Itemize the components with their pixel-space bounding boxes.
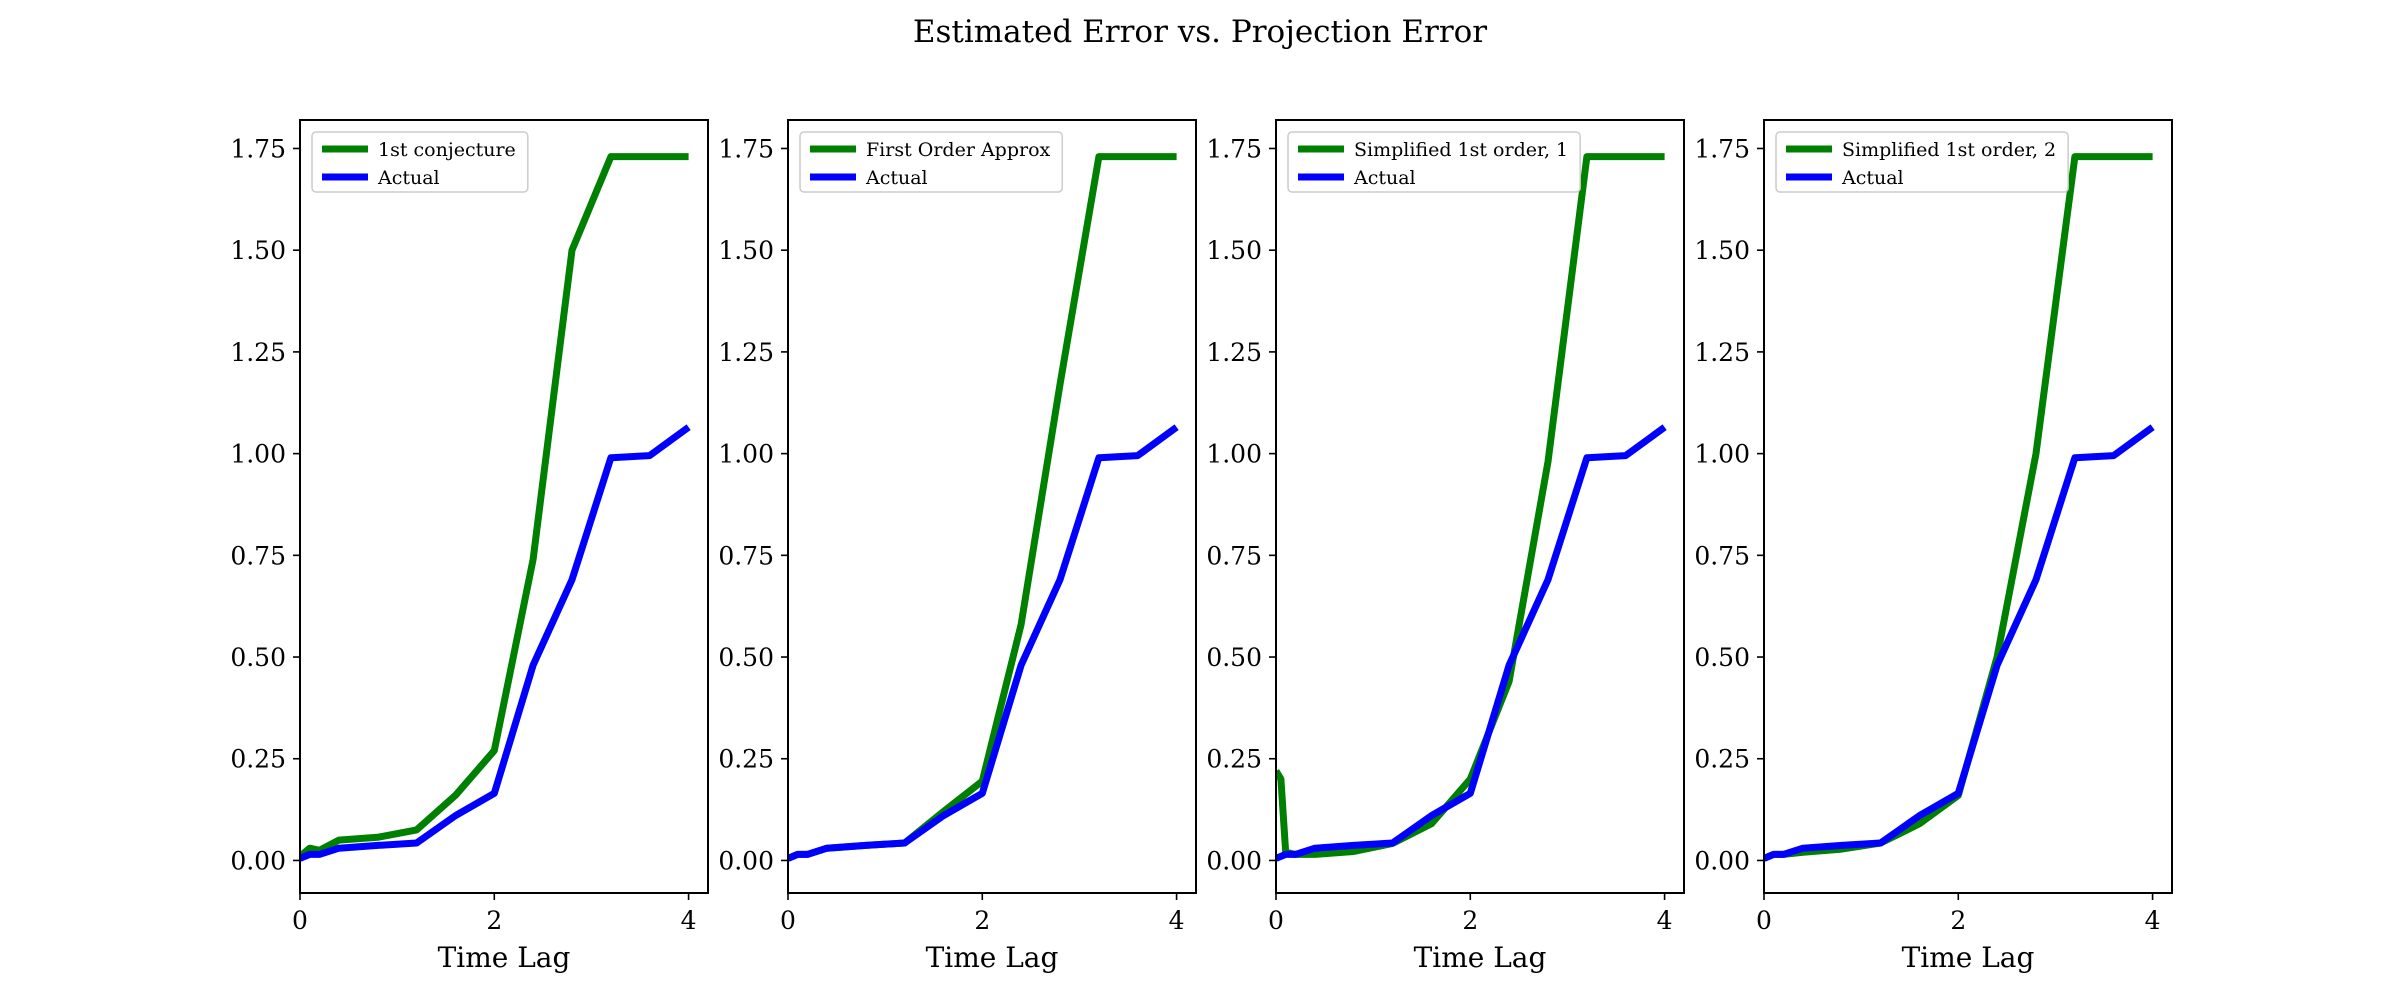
x-tick-label: 0 (292, 906, 308, 935)
y-tick-label: 0.50 (230, 643, 286, 672)
chart-panel-2: 0 2 4 0.00 0.25 0.50 0.75 1.00 1.25 1.50 1.75 Time … (718, 119, 1197, 974)
figure-title: Estimated Error vs. Projection Error (913, 14, 1487, 50)
actual-line (788, 424, 1179, 862)
x-tick-label: 4 (2145, 906, 2161, 935)
actual-line (1276, 424, 1667, 862)
legend-label: Actual (1353, 167, 1416, 189)
actual-line (300, 424, 691, 862)
y-tick-label: 1.25 (230, 338, 286, 367)
y-tick-label: 1.50 (718, 236, 774, 265)
y-tick-label: 1.75 (718, 134, 774, 163)
series-group (300, 153, 691, 862)
legend-box (1775, 131, 2069, 193)
legend-box (1287, 131, 1581, 193)
y-tick-label: 1.25 (718, 338, 774, 367)
axes-frame (1275, 119, 1685, 894)
y-tick-label: 0.50 (1206, 643, 1262, 672)
y-tick-label: 0.00 (718, 846, 774, 875)
x-tick-label: 2 (1950, 906, 1966, 935)
estimate-line (300, 153, 689, 860)
y-tick-label: 1.25 (1206, 338, 1262, 367)
actual-line (1764, 424, 2155, 862)
y-tick-label: 0.25 (718, 745, 774, 774)
series-group (788, 153, 1179, 862)
x-axis-label: Time Lag (1414, 941, 1547, 974)
series-group (1276, 153, 1667, 862)
legend: Simplified 1st order, 1 Actual (1287, 131, 1581, 193)
x-tick-label: 4 (1169, 906, 1185, 935)
y-tick-label: 0.75 (230, 541, 286, 570)
y-tick-label: 0.25 (1694, 745, 1750, 774)
y-tick-label: 1.00 (1694, 440, 1750, 469)
chart-panel-4: 0 2 4 0.00 0.25 0.50 0.75 1.00 1.25 1.50 1.75 Time … (1694, 119, 2173, 974)
x-tick-label: 2 (486, 906, 502, 935)
y-tick-label: 0.75 (1206, 541, 1262, 570)
x-axis-label: Time Lag (1902, 941, 2035, 974)
y-tick-label: 0.00 (1694, 846, 1750, 875)
legend-label: 1st conjecture (378, 139, 516, 161)
series-group (1764, 153, 2155, 862)
y-tick-label: 0.50 (1694, 643, 1750, 672)
x-tick-label: 4 (681, 906, 697, 935)
legend: 1st conjecture Actual (311, 131, 529, 193)
x-axis-label: Time Lag (438, 941, 571, 974)
axes-frame (299, 119, 709, 894)
axes-frame (1763, 119, 2173, 894)
legend-label: Actual (865, 167, 928, 189)
axes-frame (787, 119, 1197, 894)
y-tick-label: 1.50 (230, 236, 286, 265)
y-tick-label: 1.00 (1206, 440, 1262, 469)
x-tick-label: 0 (1268, 906, 1284, 935)
y-tick-label: 0.25 (1206, 745, 1262, 774)
legend-label: Simplified 1st order, 2 (1842, 139, 2056, 161)
x-tick-label: 2 (1462, 906, 1478, 935)
chart-panel-1: 0 2 4 0.00 0.25 0.50 0.75 1.00 1.25 1.50 1.75 Time … (230, 119, 709, 974)
y-tick-label: 1.75 (1694, 134, 1750, 163)
y-tick-label: 1.75 (230, 134, 286, 163)
y-tick-label: 0.50 (718, 643, 774, 672)
y-tick-label: 1.50 (1694, 236, 1750, 265)
legend-box (799, 131, 1063, 193)
y-tick-label: 0.75 (718, 541, 774, 570)
y-tick-label: 0.00 (230, 846, 286, 875)
x-tick-label: 0 (780, 906, 796, 935)
x-axis-label: Time Lag (926, 941, 1059, 974)
y-tick-label: 1.50 (1206, 236, 1262, 265)
panels: 0 2 4 0.00 0.25 0.50 0.75 1.00 1.25 1.50 1.75 Time … (230, 119, 2173, 974)
legend: Simplified 1st order, 2 Actual (1775, 131, 2069, 193)
legend-label: First Order Approx (866, 139, 1051, 161)
y-tick-label: 0.75 (1694, 541, 1750, 570)
legend-label: Actual (1841, 167, 1904, 189)
chart-panel-3: 0 2 4 0.00 0.25 0.50 0.75 1.00 1.25 1.50 1.75 Time … (1206, 119, 1685, 974)
x-tick-label: 0 (1756, 906, 1772, 935)
x-tick-label: 2 (974, 906, 990, 935)
legend: First Order Approx Actual (799, 131, 1063, 193)
legend-label: Actual (377, 167, 440, 189)
y-tick-label: 1.25 (1694, 338, 1750, 367)
y-tick-label: 0.25 (230, 745, 286, 774)
y-tick-label: 0.00 (1206, 846, 1262, 875)
y-tick-label: 1.00 (718, 440, 774, 469)
legend-label: Simplified 1st order, 1 (1354, 139, 1568, 161)
y-tick-label: 1.75 (1206, 134, 1262, 163)
x-tick-label: 4 (1657, 906, 1673, 935)
y-tick-label: 1.00 (230, 440, 286, 469)
